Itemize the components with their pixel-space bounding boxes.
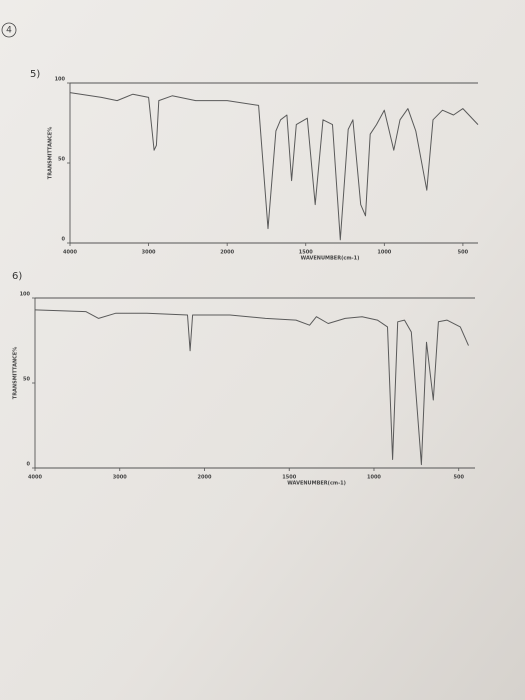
x-tick-label: 4000 [28, 475, 42, 481]
x-tick-label: 2000 [198, 475, 212, 481]
x-tick-label: 1500 [282, 475, 296, 481]
page-number: 4 [6, 26, 12, 36]
chart-label: 5) [30, 69, 40, 80]
x-tick-label: 2000 [220, 250, 234, 256]
y-axis-label: TRANSMITTANCE% [48, 127, 54, 179]
y-tick-label: 100 [55, 77, 66, 83]
x-tick-label: 500 [458, 250, 469, 256]
y-tick-label: 100 [20, 292, 31, 298]
x-axis-label: WAVENUMBER(cm-1) [301, 256, 360, 262]
spectrum-line [69, 92, 479, 241]
x-axis-label: WAVENUMBER(cm-1) [287, 481, 346, 487]
x-tick-label: 1000 [367, 475, 381, 481]
chart-label: 6) [12, 271, 22, 282]
page-number-circle [1, 22, 17, 38]
x-tick-label: 3000 [113, 475, 127, 481]
y-axis-label: TRANSMITTANCE% [13, 347, 19, 399]
y-tick-label: 50 [23, 377, 30, 383]
x-tick-label: 1500 [299, 250, 313, 256]
y-tick-label: 0 [62, 237, 66, 243]
x-tick-label: 3000 [142, 250, 156, 256]
x-tick-label: 500 [454, 475, 465, 481]
y-tick-label: 0 [27, 462, 31, 468]
y-tick-label: 50 [58, 157, 65, 163]
spectrum-line [34, 309, 469, 466]
x-tick-label: 1000 [377, 250, 391, 256]
x-tick-label: 4000 [63, 250, 77, 256]
